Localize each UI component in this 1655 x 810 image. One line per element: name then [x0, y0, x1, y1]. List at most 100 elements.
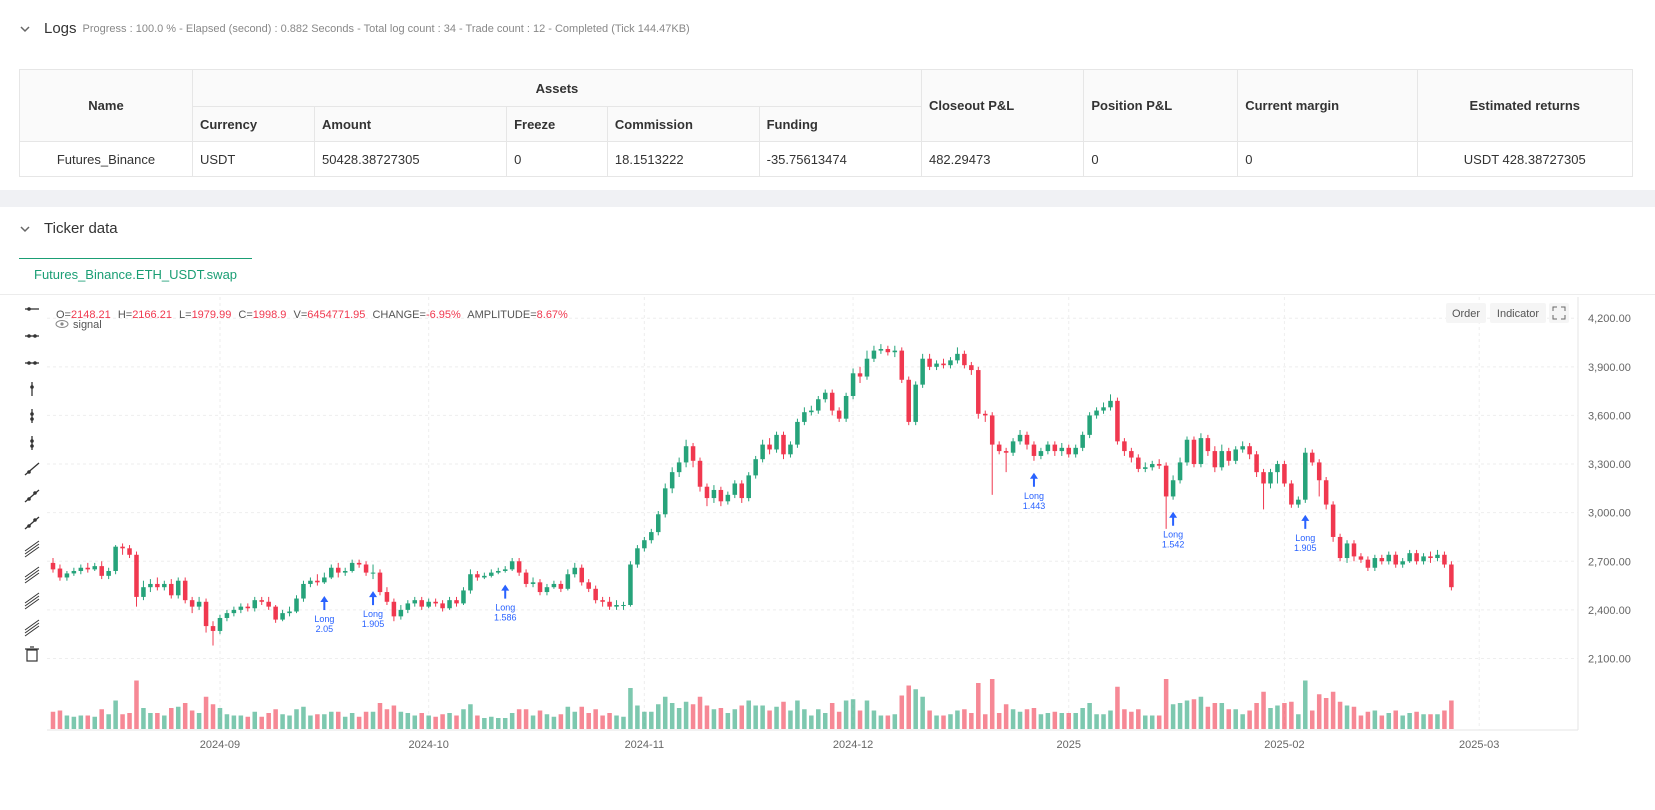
volume-bar — [530, 715, 536, 729]
price-range-icon[interactable] — [24, 540, 40, 558]
ticker-panel: Ticker data Futures_Binance.ETH_USDT.swa… — [0, 207, 1655, 810]
horizontal-line-icon[interactable] — [25, 361, 39, 365]
candle-body — [419, 600, 424, 607]
y-tick-label: 2,100.00 — [1588, 653, 1631, 665]
volume-bar — [398, 711, 404, 729]
fib-retracement-icon[interactable] — [24, 619, 40, 637]
candle-body — [1156, 464, 1162, 466]
fullscreen-icon[interactable] — [1549, 303, 1569, 323]
candle-body — [843, 395, 849, 419]
volume-bar — [635, 705, 640, 729]
candle-body — [1170, 480, 1176, 497]
volume-bar — [273, 709, 278, 729]
candle-body — [614, 605, 619, 607]
col-closeout: Closeout P&L — [920, 69, 1085, 142]
volume-bar — [384, 709, 390, 729]
volume-bar — [78, 715, 84, 729]
candle-body — [1031, 444, 1037, 456]
volume-bar — [217, 708, 223, 729]
trend-ray-icon[interactable] — [24, 462, 40, 476]
trend-line-icon[interactable] — [24, 516, 40, 530]
tab-eth-usdt-swap[interactable]: Futures_Binance.ETH_USDT.swap — [19, 258, 253, 290]
candle-body — [941, 363, 946, 366]
volume-bar — [892, 714, 898, 729]
candle-body — [1045, 444, 1051, 452]
vertical-ray-icon[interactable] — [30, 382, 34, 396]
volume-bar — [495, 718, 501, 729]
volume-bar — [1136, 709, 1141, 729]
chevron-down-icon[interactable] — [18, 22, 32, 36]
o-value: 2148.21 — [71, 309, 111, 321]
volume-bar — [322, 714, 327, 729]
volume-bar — [1351, 706, 1357, 729]
candle-body — [662, 488, 668, 515]
volume-bar — [1149, 715, 1155, 729]
volume-bar — [878, 715, 884, 729]
candle-body — [1024, 434, 1030, 445]
volume-bar — [1261, 691, 1266, 729]
volume-bar — [342, 716, 348, 729]
horizontal-ray-icon[interactable] — [25, 307, 39, 311]
amplitude-label: AMPLITUDE= — [467, 309, 536, 321]
volume-bar — [656, 704, 661, 729]
order-button-label: Order — [1452, 308, 1480, 320]
vertical-line-icon[interactable] — [30, 436, 34, 450]
volume-bar — [245, 716, 251, 729]
volume-bar — [809, 715, 814, 729]
candle-body — [962, 353, 967, 366]
candle-body — [739, 483, 745, 499]
candle-body — [711, 489, 717, 499]
indicator-button[interactable]: Indicator — [1490, 303, 1546, 323]
volume-bar — [621, 716, 626, 729]
volume-bar — [287, 715, 292, 729]
candle-body — [280, 613, 285, 620]
volume-bar — [1094, 714, 1099, 729]
y-tick-label: 2,700.00 — [1588, 556, 1631, 568]
volume-bar — [1184, 700, 1190, 729]
volume-bar — [1003, 704, 1009, 729]
candle-body — [885, 348, 891, 353]
candle-body — [516, 561, 522, 573]
trash-icon[interactable] — [25, 646, 39, 662]
candle-body — [1309, 452, 1315, 463]
volume-bar — [210, 704, 216, 729]
fib-channel-icon[interactable] — [24, 592, 40, 610]
logs-panel: Logs Progress : 100.0 % - Elapsed (secon… — [0, 0, 1655, 190]
cell-closeout: 482.29473 — [920, 141, 1085, 177]
candle-body — [426, 601, 431, 607]
candle-body — [906, 379, 911, 422]
candle-body — [1129, 451, 1134, 458]
volume-bar — [405, 713, 411, 729]
volume-bar — [962, 709, 967, 729]
candle-body — [593, 588, 598, 601]
candle-body — [92, 566, 98, 570]
signal-markers: Long2.05Long1.905Long1.586Long1.443Long1… — [314, 472, 1317, 634]
parallel-channel-icon[interactable] — [24, 566, 40, 584]
logs-header[interactable]: Logs Progress : 100.0 % - Elapsed (secon… — [18, 20, 690, 37]
amplitude-value: 8.67% — [537, 309, 568, 321]
vertical-segment-icon[interactable] — [30, 409, 34, 423]
candlestick-chart[interactable]: Long2.05Long1.905Long1.586Long1.443Long1… — [0, 207, 1655, 810]
order-button[interactable]: Order — [1446, 303, 1486, 323]
eye-icon[interactable] — [55, 320, 69, 328]
candle-body — [1233, 449, 1238, 461]
trend-segment-icon[interactable] — [24, 489, 40, 503]
volume-bar — [148, 713, 153, 729]
signal-label: Long — [314, 614, 334, 624]
ohlc-readout: O=2148.21 H=2166.21 L=1979.99 C=1998.9 V… — [56, 309, 568, 321]
candle-body — [440, 603, 445, 609]
signal-label: Long — [363, 609, 383, 619]
chevron-down-icon[interactable] — [18, 222, 32, 236]
volume-bar — [1407, 713, 1412, 729]
signal-legend[interactable]: signal — [55, 319, 102, 331]
y-tick-label: 3,000.00 — [1588, 508, 1631, 520]
volume-bar — [1080, 708, 1085, 729]
horizontal-segment-icon[interactable] — [25, 334, 39, 338]
candle-body — [795, 421, 800, 445]
volume-bar — [231, 715, 237, 729]
candle-body — [468, 574, 473, 591]
ticker-header[interactable]: Ticker data — [18, 220, 118, 237]
volume-bar — [203, 696, 209, 729]
cell-funding: -35.75613474 — [758, 141, 922, 177]
col-margin: Current margin — [1237, 69, 1418, 142]
